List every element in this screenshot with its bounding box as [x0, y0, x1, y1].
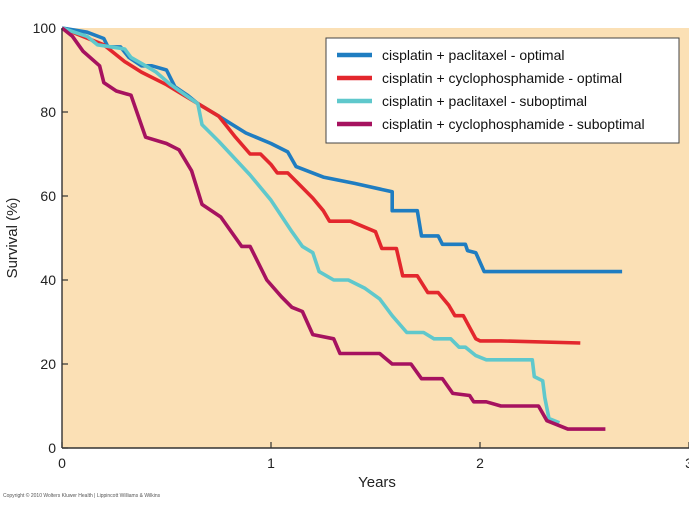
series-line-3: [61, 26, 561, 425]
y-tick-label: 80: [40, 104, 56, 120]
legend-label-4: cisplatin + cyclophosphamide - suboptima…: [382, 116, 645, 132]
series-line-4: [60, 26, 606, 431]
y-axis-title: Survival (%): [4, 198, 21, 279]
x-axis-title: Years: [358, 474, 396, 491]
y-tick-label: 0: [48, 440, 56, 456]
copyright-notice: Copyright © 2010 Wolters Kluwer Health |…: [3, 493, 161, 499]
series-line-2: [61, 26, 581, 345]
x-tick-label: 0: [58, 455, 66, 471]
tick-labels: 0 1 2 3 0 20 40 60 80 100: [33, 20, 689, 471]
legend-label-2: cisplatin + cyclophosphamide - optimal: [382, 70, 622, 86]
y-tick-label: 60: [40, 188, 56, 204]
legend-box: [325, 37, 680, 144]
y-tick-label: 100: [33, 20, 57, 36]
y-tick-label: 40: [40, 272, 56, 288]
x-tick-label: 2: [476, 455, 484, 471]
x-tick-label: 3: [685, 455, 689, 471]
y-tick-label: 20: [40, 356, 56, 372]
x-tick-label: 1: [267, 455, 275, 471]
series-lines: [60, 26, 623, 431]
legend: cisplatin + paclitaxel - optimal cisplati…: [325, 37, 680, 144]
legend-label-1: cisplatin + paclitaxel - optimal: [382, 47, 564, 63]
legend-label-3: cisplatin + paclitaxel - suboptimal: [382, 93, 587, 109]
